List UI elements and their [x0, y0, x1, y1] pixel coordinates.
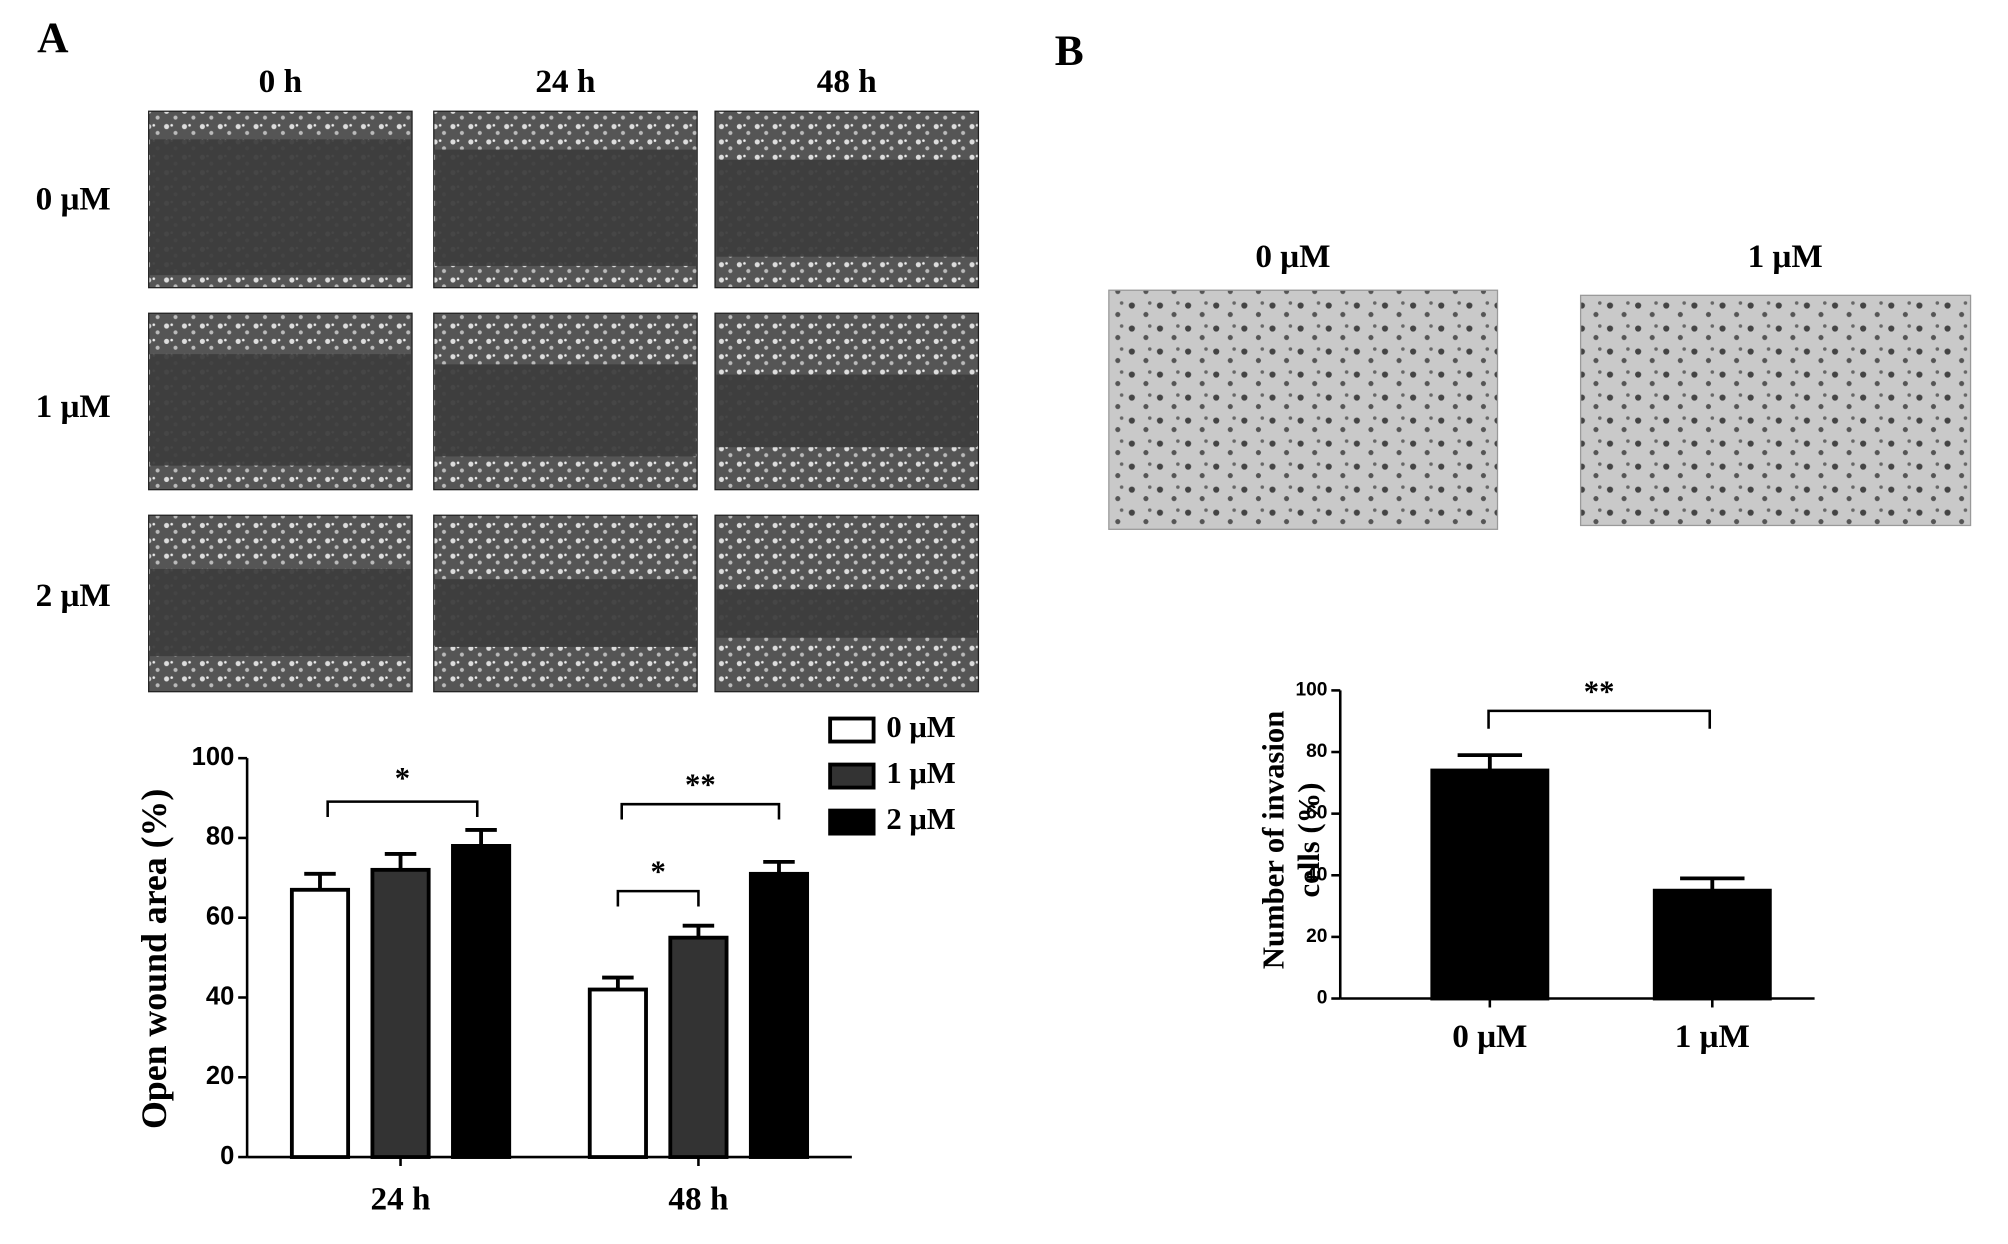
column-label: 24 h: [535, 63, 595, 100]
y-tick-label: 40: [1306, 864, 1327, 885]
error-bar: [1457, 753, 1523, 771]
error-bar: [602, 975, 634, 990]
wound-gap: [716, 589, 978, 638]
micrograph: [1579, 294, 1972, 527]
x-tick-label: 24 h: [371, 1180, 431, 1217]
significance-bracket: [616, 889, 700, 907]
image-label: 0 μM: [1255, 238, 1330, 275]
y-axis-title: Open wound area (%): [134, 789, 174, 1129]
wound-gap: [149, 139, 411, 276]
y-axis-title: cells (%): [1292, 782, 1326, 897]
y-tick-label: 20: [206, 1062, 234, 1090]
wound-gap: [716, 374, 978, 448]
wound-gap: [435, 579, 696, 647]
significance-bracket: [620, 802, 781, 820]
significance-label: **: [1584, 674, 1615, 708]
error-bar: [384, 851, 417, 870]
y-tick-label: 80: [1306, 741, 1327, 762]
error-bar: [682, 923, 715, 938]
image-label: 1 μM: [1748, 238, 1823, 275]
y-axis-title: Number of invasion: [1256, 711, 1290, 969]
wound-gap: [716, 159, 978, 257]
x-tick-label: 48 h: [668, 1180, 728, 1217]
row-label: 0 μM: [36, 181, 111, 218]
significance-label: *: [650, 855, 665, 889]
row-label: 1 μM: [36, 388, 111, 425]
bar: [587, 987, 648, 1159]
wound-gap: [435, 364, 696, 457]
legend-swatch: [828, 808, 876, 836]
y-tick-label: 100: [1295, 679, 1327, 700]
significance-bracket: [326, 800, 479, 817]
wound-gap: [149, 568, 411, 657]
bar: [668, 935, 729, 1159]
wound-gap: [435, 149, 696, 266]
wound-gap: [149, 354, 411, 466]
legend-swatch: [828, 762, 876, 790]
legend-label: 1 μM: [886, 756, 955, 790]
significance-label: *: [395, 761, 410, 795]
y-tick-label: 0: [1317, 988, 1328, 1009]
error-bar: [1680, 876, 1745, 891]
bar: [748, 871, 810, 1159]
y-tick-label: 60: [1306, 803, 1327, 824]
y-tick-label: 100: [192, 743, 235, 771]
column-label: 48 h: [817, 63, 877, 100]
column-label: 0 h: [259, 63, 302, 100]
legend-swatch: [828, 716, 876, 744]
panel-label: B: [1055, 27, 1084, 75]
significance-label: **: [685, 768, 716, 802]
panel-label: A: [37, 14, 69, 62]
y-tick-label: 40: [206, 982, 234, 1010]
y-tick-label: 80: [206, 823, 234, 851]
error-bar: [763, 859, 795, 874]
error-bar: [465, 828, 497, 846]
significance-bracket: [1487, 709, 1712, 729]
micrograph: [1108, 289, 1499, 530]
bar: [1430, 768, 1550, 1001]
x-tick-label: 1 μM: [1675, 1018, 1750, 1055]
error-bar: [304, 871, 336, 890]
y-tick-label: 0: [220, 1142, 234, 1170]
x-tick-label: 0 μM: [1452, 1018, 1527, 1055]
bar: [370, 867, 431, 1159]
bar: [1652, 888, 1772, 1001]
row-label: 2 μM: [36, 577, 111, 614]
legend-label: 0 μM: [886, 710, 955, 744]
legend-label: 2 μM: [886, 802, 955, 836]
y-tick-label: 60: [206, 902, 234, 930]
y-tick-label: 20: [1306, 926, 1327, 947]
bar: [451, 844, 512, 1159]
bar: [289, 887, 351, 1159]
